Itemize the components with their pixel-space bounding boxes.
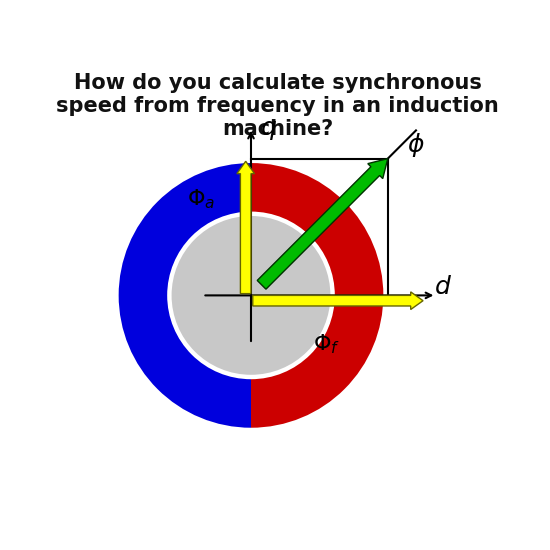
Text: $\Phi_f$: $\Phi_f$ xyxy=(312,332,340,356)
FancyArrow shape xyxy=(237,161,255,294)
Text: How do you calculate synchronous
speed from frequency in an induction
machine?: How do you calculate synchronous speed f… xyxy=(56,73,499,140)
Wedge shape xyxy=(251,163,383,428)
Text: $d$: $d$ xyxy=(433,274,452,299)
FancyArrow shape xyxy=(257,158,388,289)
Text: $q$: $q$ xyxy=(260,118,277,142)
Text: $\Phi_a$: $\Phi_a$ xyxy=(188,188,216,211)
Wedge shape xyxy=(119,163,251,428)
Circle shape xyxy=(172,216,331,375)
Text: $\phi$: $\phi$ xyxy=(407,131,425,159)
FancyArrow shape xyxy=(253,292,423,310)
